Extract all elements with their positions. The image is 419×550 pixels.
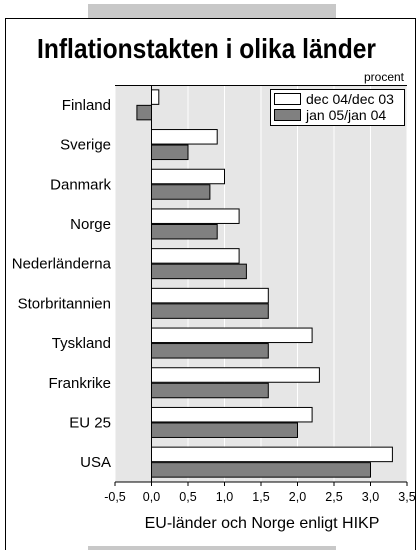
bar-series-2 <box>151 303 269 319</box>
bar-series-2 <box>151 462 371 478</box>
x-tick-label: -0,5 <box>104 490 126 504</box>
unit-label: procent <box>364 70 405 84</box>
x-tick-label: 0,5 <box>179 490 196 504</box>
chart-title: Inflationstakten i olika länder <box>37 33 376 64</box>
x-tick-label: 1,5 <box>252 490 269 504</box>
category-label: USA <box>80 454 111 471</box>
bar-series-1 <box>151 208 240 224</box>
bar-series-2 <box>151 144 189 161</box>
x-tick-label: 1,0 <box>216 490 233 504</box>
bar-series-2 <box>151 343 269 359</box>
category-label: Nederländerna <box>12 256 112 273</box>
bar-series-1 <box>151 129 218 145</box>
category-label: Frankrike <box>48 375 111 392</box>
category-label: Finland <box>62 97 111 114</box>
legend-label-series-2: jan 05/jan 04 <box>305 107 386 123</box>
bar-series-1 <box>151 327 313 344</box>
legend: dec 04/dec 03 jan 05/jan 04 <box>270 89 405 126</box>
bar-series-2 <box>151 422 298 438</box>
bar-series-2 <box>151 263 247 280</box>
category-label: Tyskland <box>52 335 111 352</box>
category-label: Sverige <box>60 137 111 154</box>
category-label: EU 25 <box>69 414 111 431</box>
bar-series-2 <box>151 382 269 399</box>
x-axis-label: EU-länder och Norge enligt HIKP <box>145 515 380 532</box>
category-label: Danmark <box>50 176 111 193</box>
x-tick-label: 2,5 <box>325 490 342 504</box>
category-label: Norge <box>70 216 111 233</box>
bar-series-2 <box>151 223 218 240</box>
bar-series-2 <box>151 184 211 200</box>
legend-swatch-series-1 <box>274 93 301 105</box>
bar-series-1 <box>151 287 269 304</box>
bar-series-1 <box>151 446 393 463</box>
bar-series-1 <box>151 248 240 264</box>
legend-label-series-1: dec 04/dec 03 <box>306 91 394 107</box>
bar-series-1 <box>151 367 320 383</box>
bar-series-1 <box>151 406 313 423</box>
bar-series-1 <box>151 89 160 105</box>
x-tick-label: 2,0 <box>289 490 306 504</box>
x-tick-label: 3,5 <box>398 490 415 504</box>
header-band <box>88 4 336 18</box>
bar-series-1 <box>151 168 225 185</box>
plot-area: Finland Sverige Danmark Norge Nederländerna S… <box>12 85 416 504</box>
legend-swatch-series-2 <box>274 109 301 121</box>
footer-band <box>88 546 336 550</box>
x-tick-label: 0,0 <box>143 490 160 504</box>
category-label: Storbritannien <box>18 295 111 312</box>
bar-series-2 <box>136 104 152 121</box>
x-tick-label: 3,0 <box>362 490 379 504</box>
